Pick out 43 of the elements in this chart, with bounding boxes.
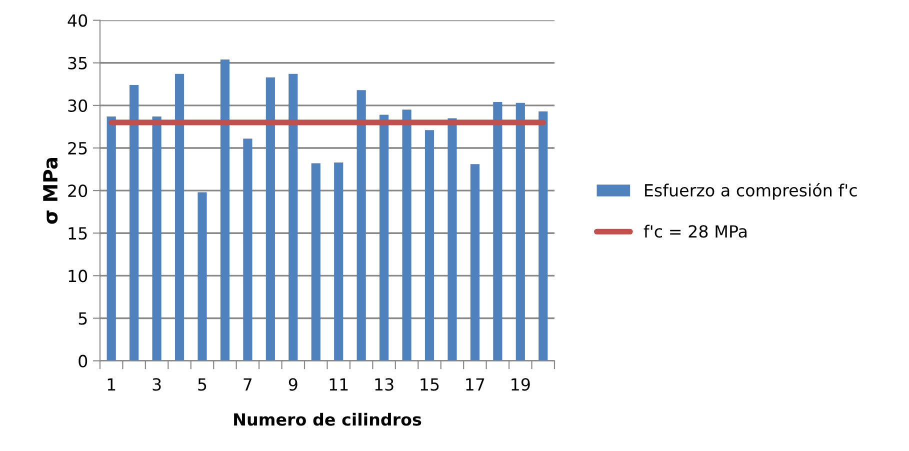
bar <box>356 90 366 361</box>
bar <box>288 74 298 361</box>
bar <box>493 102 502 361</box>
bar <box>470 164 480 361</box>
x-tick-label: 3 <box>152 378 161 391</box>
y-tick-label: 35 <box>68 56 87 70</box>
bar <box>424 130 434 361</box>
x-tick-label: 11 <box>330 378 348 390</box>
y-axis-title: σ MPa <box>43 158 58 224</box>
y-tick-label: 15 <box>68 227 87 240</box>
y-tick-label: 25 <box>68 142 87 155</box>
x-tick-label: 5 <box>198 378 206 391</box>
x-axis-title: Numero de cilindros <box>234 412 422 426</box>
x-tick-label: 19 <box>512 378 530 391</box>
bar <box>538 111 548 361</box>
x-tick-label: 13 <box>375 378 394 391</box>
bar <box>198 192 207 361</box>
bar <box>380 114 389 361</box>
bar <box>152 116 162 361</box>
bar <box>334 162 344 361</box>
y-tick-label: 5 <box>78 312 87 325</box>
legend-label: f'c = 28 MPa <box>644 224 746 238</box>
bar <box>266 77 275 361</box>
bar <box>448 118 457 361</box>
x-tick-label: 7 <box>244 378 252 390</box>
x-tick-label: 17 <box>466 378 484 390</box>
y-tick-label: 30 <box>68 99 88 112</box>
y-tick-label: 40 <box>68 14 88 27</box>
x-tick-label: 9 <box>288 378 298 391</box>
y-tick-label: 20 <box>68 184 88 198</box>
bar <box>243 138 252 361</box>
bar <box>106 116 116 361</box>
legend-label: Esfuerzo a compresión f'c <box>645 183 857 200</box>
bar <box>174 74 184 361</box>
bar <box>516 102 525 361</box>
x-tick-label: 1 <box>108 378 116 390</box>
y-tick-label: 0 <box>78 354 88 368</box>
bar <box>311 163 320 361</box>
y-tick-label: 10 <box>68 270 88 282</box>
bar <box>402 110 412 361</box>
bar <box>220 59 230 361</box>
x-tick-label: 15 <box>420 378 439 391</box>
bar <box>130 84 139 361</box>
